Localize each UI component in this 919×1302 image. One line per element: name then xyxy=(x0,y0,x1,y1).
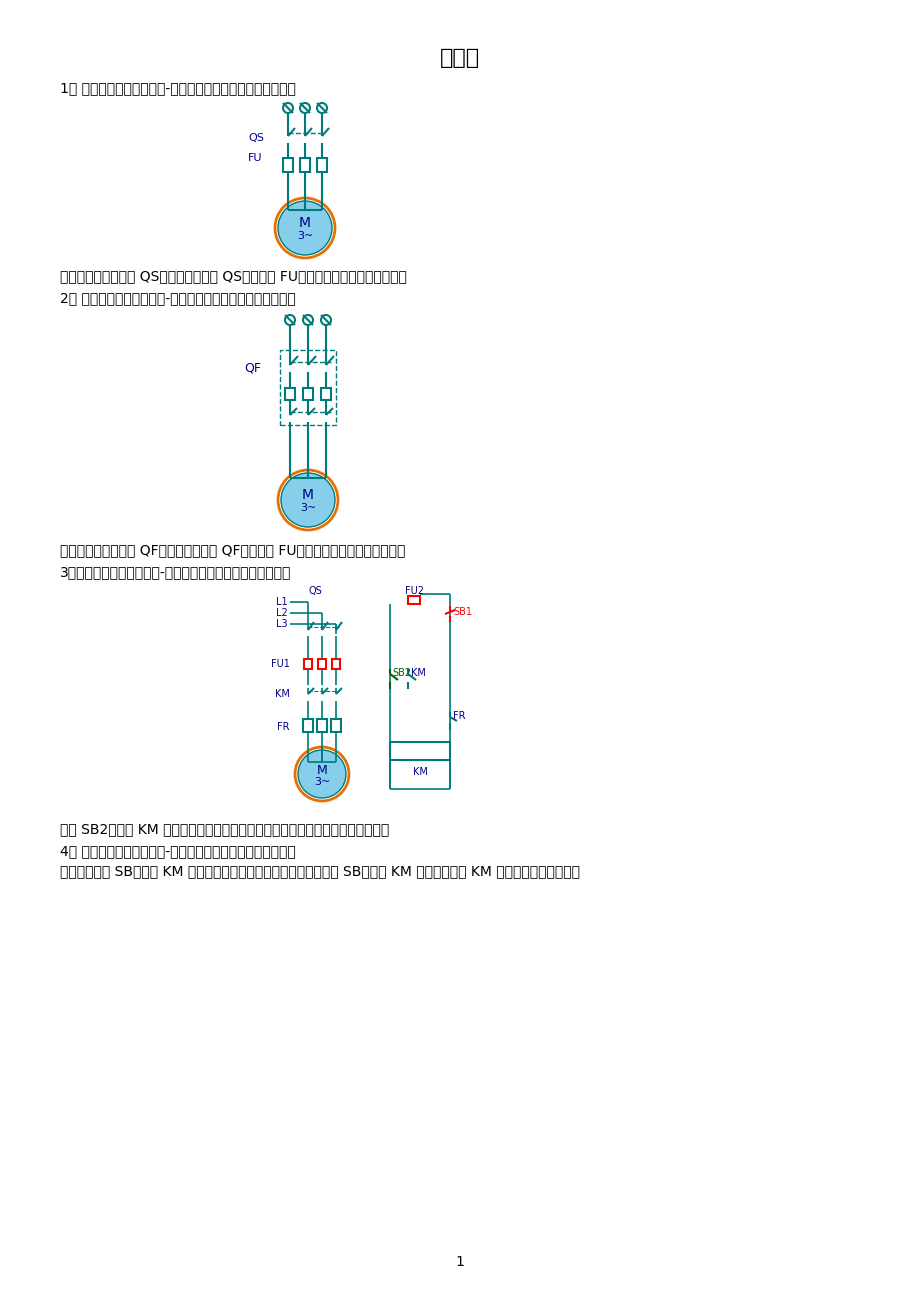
Text: 解：闭合低压隔离器 QS，三相交流电经 QS、熔断器 FU、进入电机。电机得电运转。: 解：闭合低压隔离器 QS，三相交流电经 QS、熔断器 FU、进入电机。电机得电运… xyxy=(60,270,406,283)
Text: SB2: SB2 xyxy=(391,668,411,678)
Bar xyxy=(407,596,420,604)
Bar xyxy=(302,388,312,400)
Bar xyxy=(283,158,292,172)
Text: FU1: FU1 xyxy=(271,659,289,669)
Text: 1: 1 xyxy=(455,1255,464,1269)
Bar xyxy=(390,742,449,760)
Text: M: M xyxy=(301,488,313,503)
Text: KM: KM xyxy=(275,689,289,699)
Text: M: M xyxy=(316,763,327,776)
Text: KM: KM xyxy=(412,767,427,777)
Text: 3、请根据如图所示的继电-接触控制电路图，分析控制过程。: 3、请根据如图所示的继电-接触控制电路图，分析控制过程。 xyxy=(60,565,291,579)
Text: QS: QS xyxy=(248,133,264,143)
Circle shape xyxy=(298,750,346,798)
Circle shape xyxy=(280,473,335,527)
Text: 按下启动开关 SB，线圈 KM 得电，主触点闭合，电机得电转动；松开 SB，线圈 KM 失电，主触点 KM 断开，电机失电停转。: 按下启动开关 SB，线圈 KM 得电，主触点闭合，电机得电转动；松开 SB，线圈… xyxy=(60,865,579,878)
Text: FR: FR xyxy=(452,711,465,721)
Text: 2、 请根据如图所示的继电-接触控制电路图，分析控制过程。: 2、 请根据如图所示的继电-接触控制电路图，分析控制过程。 xyxy=(60,292,295,305)
Text: 4、 请根据如图所示的继电-接触控制电路图，分析控制过程。: 4、 请根据如图所示的继电-接触控制电路图，分析控制过程。 xyxy=(60,844,295,858)
Text: QF: QF xyxy=(244,362,261,375)
Bar xyxy=(321,388,331,400)
Text: 1、 请根据如图所示的继电-接触控制电路图，分析控制过程。: 1、 请根据如图所示的继电-接触控制电路图，分析控制过程。 xyxy=(60,81,296,95)
Text: FU: FU xyxy=(248,154,262,163)
Bar xyxy=(279,350,335,424)
Bar xyxy=(318,659,325,669)
Text: FU2: FU2 xyxy=(405,586,424,596)
Text: 解：闭合低压断路器 QF，三相交流电经 QF、熔断器 FU、进入电机。电机得电运转。: 解：闭合低压断路器 QF，三相交流电经 QF、熔断器 FU、进入电机。电机得电运… xyxy=(60,543,405,557)
Bar xyxy=(331,719,341,732)
Text: QS: QS xyxy=(308,586,322,596)
Text: 3~: 3~ xyxy=(313,777,330,786)
Text: KM: KM xyxy=(411,668,425,678)
Text: M: M xyxy=(299,216,311,230)
Circle shape xyxy=(278,201,332,255)
Bar xyxy=(332,659,340,669)
Text: L2: L2 xyxy=(276,608,288,618)
Text: 3~: 3~ xyxy=(300,503,316,513)
Text: SB1: SB1 xyxy=(452,607,471,617)
Bar xyxy=(317,719,326,732)
Bar xyxy=(300,158,310,172)
Text: L3: L3 xyxy=(276,618,288,629)
Text: L1: L1 xyxy=(276,598,288,607)
Bar xyxy=(303,659,312,669)
Bar xyxy=(317,158,326,172)
Bar xyxy=(285,388,295,400)
Text: 按下 SB2，线圈 KM 得电，其辅助触点和线圈自锁。主触点闭合，电机得电旋转。: 按下 SB2，线圈 KM 得电，其辅助触点和线圈自锁。主触点闭合，电机得电旋转。 xyxy=(60,822,389,836)
Text: FR: FR xyxy=(278,723,289,732)
Text: 分析题: 分析题 xyxy=(439,48,480,68)
Bar xyxy=(302,719,312,732)
Text: 3~: 3~ xyxy=(297,230,312,241)
